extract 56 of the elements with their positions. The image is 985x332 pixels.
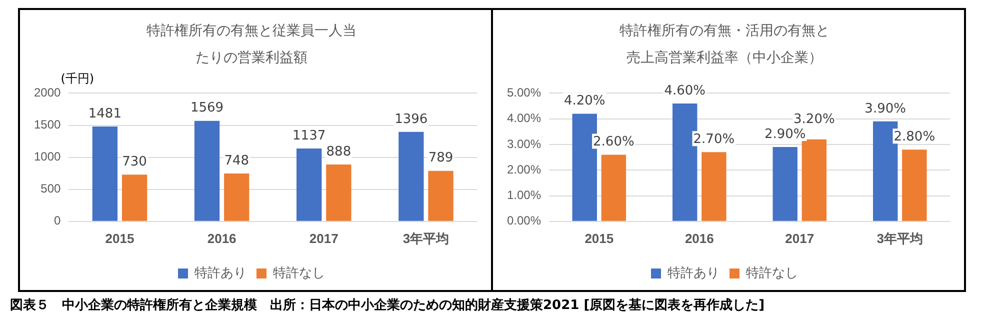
data-label: 730 xyxy=(122,154,147,170)
data-label: 2.90% xyxy=(764,126,806,142)
chart-title: 特許権所有の有無・活用の有無と売上高営業利益率（中小企業） xyxy=(620,22,830,65)
legend-label: 特許あり xyxy=(668,265,720,280)
y-axis-title: (千円) xyxy=(60,71,94,86)
bar xyxy=(296,148,322,221)
y-tick-label: 2.00% xyxy=(506,162,542,176)
y-tick-label: 5.00% xyxy=(506,86,542,100)
bar xyxy=(224,173,250,221)
data-label: 789 xyxy=(428,150,454,166)
y-tick-label: 2000 xyxy=(34,86,62,100)
y-tick-label: 1500 xyxy=(34,118,62,132)
bar xyxy=(194,120,220,221)
data-label: 2.80% xyxy=(894,129,936,144)
legend-label: 特許なし xyxy=(746,265,798,280)
text: 図表５ 中小企業の特許権所有と企業規模 出所：日本の中小企業のための知的財産支援策2021 [原図を基に図表を再作成した] xyxy=(10,296,765,314)
bar xyxy=(902,150,927,221)
x-tick-label: 2017 xyxy=(785,230,814,246)
bar xyxy=(772,147,798,221)
x-tick-label: 3年平均 xyxy=(876,230,923,246)
y-tick-label: 1000 xyxy=(34,150,62,164)
bar xyxy=(122,174,148,221)
bar xyxy=(802,139,827,221)
bar xyxy=(428,170,454,221)
bar xyxy=(92,126,118,221)
data-label: 3.90% xyxy=(864,101,906,116)
y-tick-label: 1.00% xyxy=(506,188,542,202)
data-label: 1569 xyxy=(190,100,224,116)
x-tick-label: 2015 xyxy=(105,230,134,246)
data-label: 2.60% xyxy=(593,134,634,150)
data-label: 1396 xyxy=(394,112,428,127)
x-tick-label: 2016 xyxy=(684,230,714,246)
bar xyxy=(326,164,352,221)
data-label: 2.70% xyxy=(693,132,735,148)
legend-label: 特許あり xyxy=(194,265,246,280)
bar xyxy=(398,132,424,221)
x-tick-label: 3年平均 xyxy=(402,230,450,246)
x-tick-label: 2015 xyxy=(584,230,614,246)
y-tick-label: 500 xyxy=(40,182,62,196)
data-label: 888 xyxy=(326,144,352,160)
bar xyxy=(601,154,626,221)
y-tick-label: 0.00% xyxy=(506,214,542,228)
data-label: 748 xyxy=(224,153,250,168)
data-label: 1137 xyxy=(292,128,326,144)
data-label: 1481 xyxy=(88,106,122,122)
data-label: 4.20% xyxy=(564,94,606,109)
bar xyxy=(702,152,726,221)
y-tick-label: 0 xyxy=(54,214,62,228)
y-tick-label: 4.00% xyxy=(506,111,542,126)
data-label: 4.60% xyxy=(664,83,706,98)
y-tick-label: 3.00% xyxy=(506,136,542,151)
legend-label: 特許なし xyxy=(273,265,325,280)
data-label: 3.20% xyxy=(794,112,835,127)
chart-title: 特許権所有の有無と従業員一人当たりの営業利益額 xyxy=(146,22,356,65)
x-tick-label: 2017 xyxy=(309,230,338,246)
x-tick-label: 2016 xyxy=(207,230,236,246)
